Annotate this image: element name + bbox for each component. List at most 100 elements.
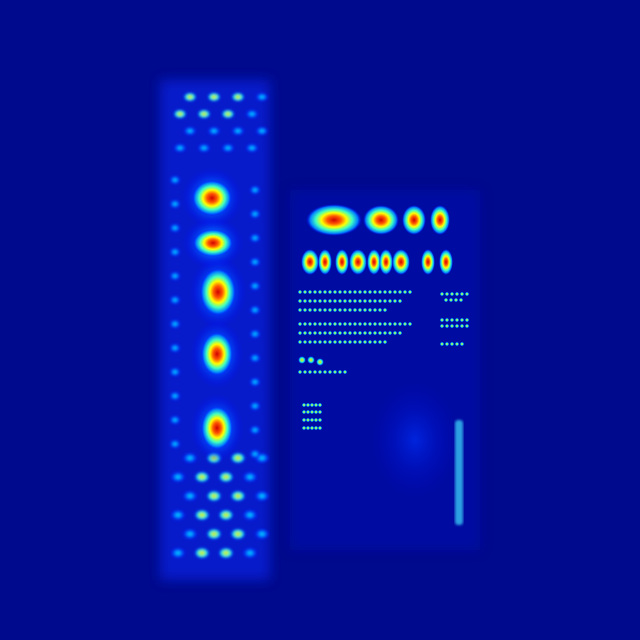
- heat-blob: [200, 268, 236, 316]
- header-blob: [301, 249, 319, 275]
- left-column-dot-grid: [169, 92, 270, 559]
- text-trace-dot: [327, 369, 333, 375]
- text-trace-dot: [392, 298, 398, 304]
- text-trace-dot: [327, 330, 333, 336]
- text-trace-dot: [444, 317, 450, 323]
- text-trace-dot: [332, 330, 338, 336]
- text-trace-dot: [387, 321, 393, 327]
- header-blob: [379, 249, 393, 275]
- text-trace-dot: [313, 402, 319, 408]
- text-trace-dot: [317, 330, 323, 336]
- heat-dot: [173, 143, 187, 153]
- text-trace-dot: [307, 289, 313, 295]
- heat-dot: [249, 329, 261, 339]
- heat-dot: [242, 547, 258, 559]
- right-edge-streak: [455, 420, 463, 525]
- text-trace-dot: [342, 321, 348, 327]
- heat-dot: [183, 92, 197, 102]
- text-trace-dot: [402, 289, 408, 295]
- header-blob: [421, 249, 435, 275]
- heat-dot: [221, 109, 235, 119]
- text-trace-dot: [332, 289, 338, 295]
- text-trace-dot: [459, 291, 465, 297]
- heat-dot: [249, 281, 261, 291]
- text-trace-dot: [347, 289, 353, 295]
- text-trace-dot: [439, 291, 445, 297]
- heat-dot: [249, 185, 261, 195]
- text-trace-dot: [362, 339, 368, 345]
- text-trace-dot: [377, 330, 383, 336]
- text-trace-dot: [302, 298, 308, 304]
- text-trace-dot: [449, 291, 455, 297]
- left-column-hot-blobs: [182, 168, 246, 462]
- heat-dot: [230, 490, 246, 502]
- text-trace-dot: [317, 289, 323, 295]
- text-trace-dot: [322, 321, 328, 327]
- text-trace-dot: [367, 298, 373, 304]
- text-trace-dot: [347, 298, 353, 304]
- text-trace-dot: [444, 291, 450, 297]
- heat-dot: [249, 353, 261, 363]
- heat-dot: [221, 143, 235, 153]
- text-trace-dot: [327, 339, 333, 345]
- text-trace-dot: [454, 291, 460, 297]
- right-panel-header-blobs: [301, 204, 453, 275]
- text-trace-dot: [377, 307, 383, 313]
- heat-dot: [230, 528, 246, 540]
- heat-blob: [193, 229, 233, 257]
- heat-dot: [249, 401, 261, 411]
- text-trace-dot: [367, 321, 373, 327]
- heat-dot: [249, 209, 261, 219]
- header-blob: [335, 249, 349, 275]
- text-trace-dot: [382, 330, 388, 336]
- heat-dot: [169, 367, 181, 377]
- heat-dot: [218, 471, 234, 483]
- heat-blob: [201, 406, 233, 450]
- heat-dot: [194, 509, 210, 521]
- text-trace-dot: [449, 323, 455, 329]
- text-trace-dot: [305, 417, 311, 423]
- heat-dot: [206, 528, 222, 540]
- text-trace-dot: [377, 339, 383, 345]
- header-blob: [392, 249, 410, 275]
- text-trace-dot: [464, 323, 470, 329]
- text-trace-dot: [382, 339, 388, 345]
- text-trace-dot: [297, 339, 303, 345]
- text-trace-dot: [392, 289, 398, 295]
- text-trace-dot: [347, 330, 353, 336]
- text-trace-dot: [332, 307, 338, 313]
- text-trace-dot: [362, 330, 368, 336]
- text-trace-dot: [305, 402, 311, 408]
- text-trace-dot: [357, 298, 363, 304]
- text-trace-dot: [382, 289, 388, 295]
- text-trace-dot: [337, 307, 343, 313]
- text-trace-dot: [387, 330, 393, 336]
- text-trace-dot: [312, 307, 318, 313]
- text-trace-dot: [454, 317, 460, 323]
- heat-dot: [169, 247, 181, 257]
- header-blob: [367, 249, 381, 275]
- text-trace-dot: [367, 307, 373, 313]
- text-trace-dot: [317, 417, 323, 423]
- text-trace-dot: [332, 298, 338, 304]
- text-trace-dot: [307, 369, 313, 375]
- text-trace-dot: [307, 339, 313, 345]
- heat-dot: [254, 490, 270, 502]
- heat-dot: [245, 109, 259, 119]
- text-trace-dot: [454, 323, 460, 329]
- text-trace-dot: [317, 409, 323, 415]
- text-trace-dot: [297, 321, 303, 327]
- text-trace-dot: [342, 330, 348, 336]
- text-trace-dot: [448, 297, 454, 303]
- heat-dot: [249, 257, 261, 267]
- text-trace-dot: [302, 289, 308, 295]
- text-trace-dot: [367, 289, 373, 295]
- text-trace-dot: [327, 321, 333, 327]
- heat-dot: [249, 449, 261, 459]
- text-trace-dot: [357, 330, 363, 336]
- right-panel-text-traces: [297, 289, 470, 431]
- text-trace-dot: [453, 297, 459, 303]
- text-trace-dot: [317, 402, 323, 408]
- heat-dot: [230, 452, 246, 464]
- heat-dot: [249, 377, 261, 387]
